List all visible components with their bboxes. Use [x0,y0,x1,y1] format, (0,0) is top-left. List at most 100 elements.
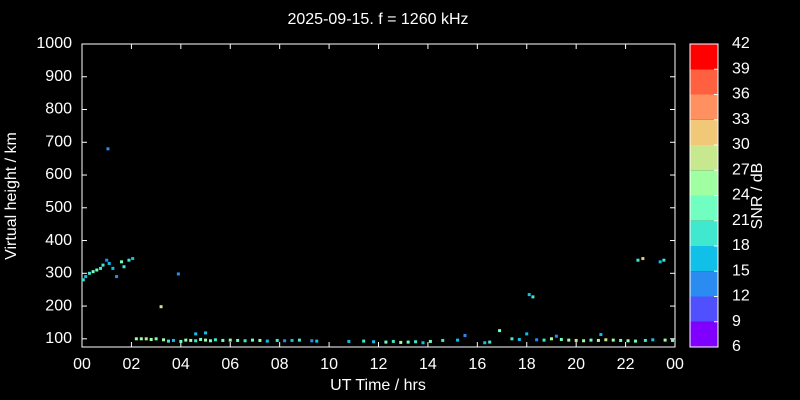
data-point [115,275,119,279]
data-point [139,337,143,341]
data-point [228,338,232,342]
data-point [107,261,111,265]
data-point [517,337,521,341]
data-point [81,278,85,282]
data-point [362,339,366,343]
colorbar-swatch [690,195,718,221]
data-point [199,337,203,341]
data-point [134,337,138,341]
data-point [179,339,183,343]
data-point [567,338,571,342]
data-point [599,333,603,337]
x-tick-label: 04 [172,356,190,373]
data-point [633,339,637,343]
data-point [258,338,262,342]
data-point [213,338,217,342]
data-point [189,338,193,342]
colorbar-tick-label: 30 [732,136,750,153]
data-point [421,341,425,345]
data-point [531,295,535,299]
colorbar-label: SNR / dB [749,163,766,230]
x-tick-label: 00 [73,356,91,373]
data-point [498,329,502,333]
data-point [149,337,153,341]
x-tick-label: 18 [518,356,536,373]
data-point [559,337,563,341]
data-point [663,338,667,342]
x-tick-label: 00 [666,356,684,373]
data-point [91,270,95,274]
data-point [310,339,314,343]
data-point [658,260,662,264]
data-point [582,339,586,343]
data-point [204,331,208,335]
data-point [554,334,558,338]
data-point [527,293,531,297]
data-point [236,338,240,342]
plot-frame [81,43,676,348]
data-point [283,339,287,343]
data-point [290,338,294,342]
data-point [221,338,225,342]
colorbar-tick-label: 9 [732,313,741,330]
x-tick-label: 16 [468,356,486,373]
colorbar-swatch [690,271,718,297]
chart-title: 2025-09-15. f = 1260 kHz [287,11,468,28]
data-point [106,147,110,151]
colorbar-swatch [690,44,718,70]
data-point [144,337,148,341]
colorbar-tick-label: 18 [732,237,750,254]
data-point [391,339,395,343]
data-point [619,338,623,342]
data-point [414,340,418,344]
colorbar-swatch [690,119,718,145]
data-point [315,339,319,343]
data-point [384,340,388,344]
data-point [347,339,351,343]
data-point [84,275,88,279]
colorbar-tick-label: 36 [732,86,750,103]
data-point [535,338,539,342]
y-tick-label: 300 [45,265,72,282]
colorbar-tick-label: 24 [732,187,750,204]
colorbar-tick-label: 15 [732,262,750,279]
data-point [671,338,675,342]
data-point [574,338,578,342]
data-point [399,340,403,344]
y-tick-label: 500 [45,199,72,216]
colorbar-swatch [690,321,718,347]
data-point [662,258,666,262]
data-point [194,332,198,336]
data-point [372,340,376,344]
x-axis-label: UT Time / hrs [330,377,426,394]
x-tick-label: 14 [419,356,437,373]
data-point [120,260,124,264]
data-point [208,339,212,343]
data-point [456,338,460,342]
data-point [641,257,645,261]
colorbar-tick-label: 33 [732,111,750,128]
data-point [636,258,640,262]
data-point [194,339,198,343]
data-point [204,338,208,342]
colorbar-swatch [690,220,718,246]
data-point [611,338,615,342]
data-point [275,338,279,342]
data-point [95,268,99,272]
y-tick-label: 800 [45,101,72,118]
data-point [154,337,158,341]
x-tick-label: 08 [271,356,289,373]
colorbar-tick-label: 21 [732,212,750,229]
data-point [510,337,514,341]
data-point [105,258,109,262]
colorbar-swatch [690,145,718,171]
colorbar-tick-label: 12 [732,288,750,305]
data-point [428,339,432,343]
data-point [131,257,135,261]
data-point [250,338,254,342]
x-tick-label: 20 [567,356,585,373]
data-point [483,341,487,345]
data-point [87,271,91,275]
data-point [99,266,103,270]
